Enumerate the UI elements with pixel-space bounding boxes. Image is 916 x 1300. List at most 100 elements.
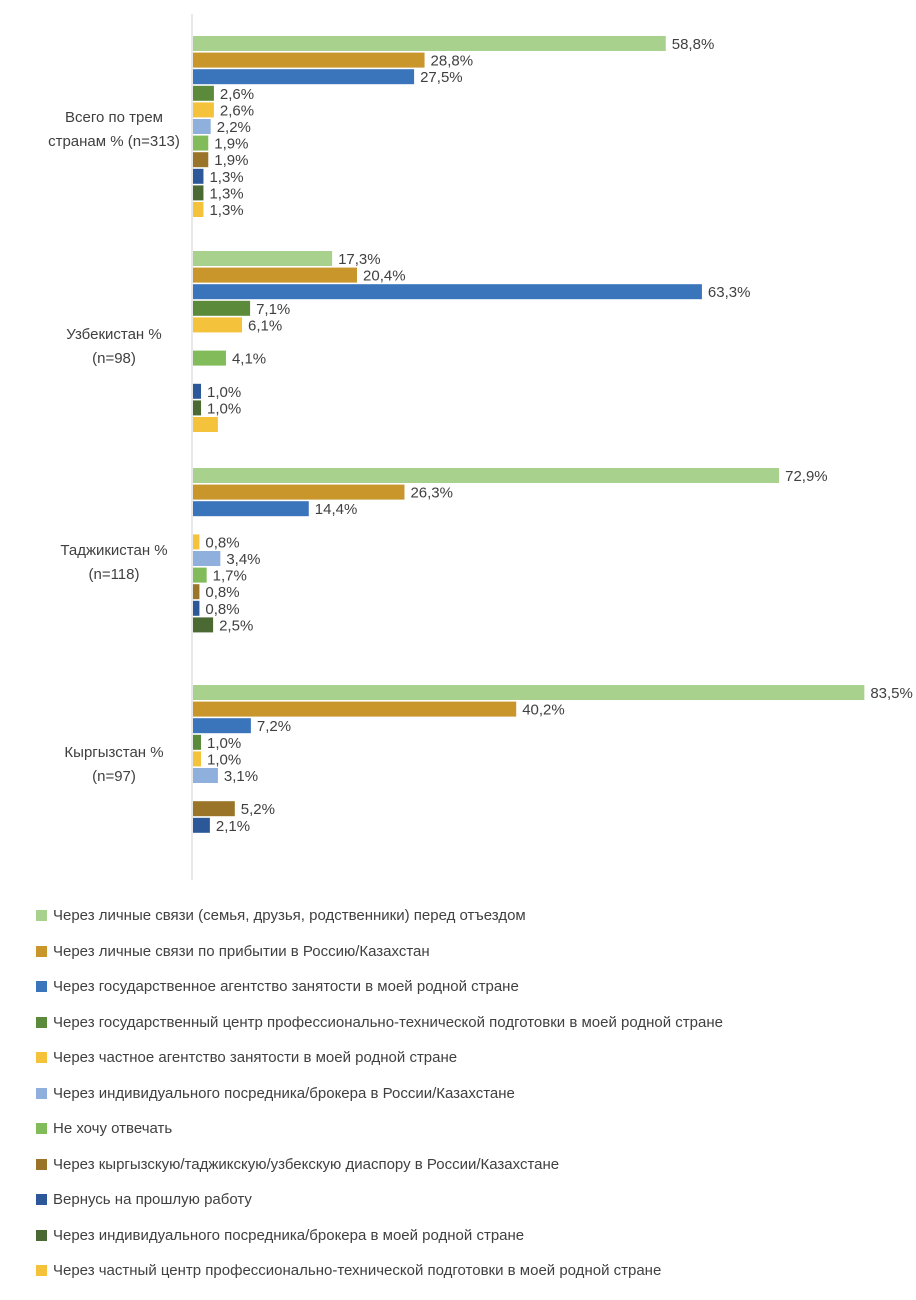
data-label: 20,4% <box>363 268 406 285</box>
legend-label: Вернусь на прошлую работу <box>53 1191 252 1209</box>
legend-item: Через частный центр профессионально-техн… <box>36 1253 906 1289</box>
bar <box>193 551 221 566</box>
bar <box>193 317 243 333</box>
legend-label: Через индивидуального посредника/брокера… <box>53 1084 515 1102</box>
data-label: 1,9% <box>214 136 248 153</box>
legend-swatch <box>36 1265 47 1277</box>
legend-item: Через индивидуального посредника/брокера… <box>36 1218 906 1254</box>
legend-label: Через частное агентство занятости в моей… <box>53 1049 458 1067</box>
data-label: 5,2% <box>241 801 275 818</box>
legend-swatch <box>36 1052 47 1064</box>
bar <box>193 600 200 616</box>
bar <box>193 119 211 134</box>
legend-swatch <box>36 945 47 957</box>
legend-item: Через частное агентство занятости в моей… <box>36 1040 906 1076</box>
legend-item: Не хочу отвечать <box>36 1111 906 1147</box>
data-label: 2,2% <box>217 119 251 136</box>
bar <box>193 584 200 600</box>
data-label: 2,5% <box>219 617 253 634</box>
legend-item: Через личные связи по прибытии в Россию/… <box>36 934 906 970</box>
data-label: 17,3% <box>338 251 381 268</box>
data-label: 1,0% <box>207 751 241 768</box>
data-label: 0,8% <box>205 534 239 551</box>
legend-label: Через личные связи (семья, друзья, родст… <box>53 907 526 925</box>
data-label: 40,2% <box>522 702 565 719</box>
legend-label: Через кыргызскую/таджикскую/узбекскую ди… <box>53 1155 560 1173</box>
bar <box>193 718 251 734</box>
data-label: 83,5% <box>870 685 913 702</box>
bar <box>193 36 666 51</box>
legend-item: Вернусь на прошлую работу <box>36 1182 906 1218</box>
bar <box>193 400 202 416</box>
data-label: 0,8% <box>205 584 239 601</box>
bar <box>193 85 214 101</box>
bar <box>193 284 702 300</box>
legend-swatch <box>36 1229 47 1241</box>
bar <box>193 202 204 217</box>
data-label: 27,5% <box>420 69 463 86</box>
chart-legend: Через личные связи (семья, друзья, родст… <box>36 898 906 1289</box>
data-label: 1,9% <box>214 152 248 169</box>
legend-item: Через государственное агентство занятост… <box>36 969 906 1005</box>
bar <box>193 52 425 68</box>
group-label: Кыргызстан % (n=97) <box>64 744 163 785</box>
legend-item: Через государственный центр профессионал… <box>36 1005 906 1041</box>
data-label: 28,8% <box>431 53 474 70</box>
bar <box>193 768 218 783</box>
legend-label: Через государственное агентство занятост… <box>53 978 519 996</box>
data-label: 2,6% <box>220 102 254 119</box>
legend-label: Через личные связи по прибытии в Россию/… <box>53 942 430 960</box>
legend-swatch <box>36 910 47 922</box>
data-label: 26,3% <box>410 485 453 502</box>
group-label: Узбекистан % (n=98) <box>66 326 161 367</box>
data-label: 4,1% <box>232 351 266 368</box>
data-label: 1,0% <box>207 735 241 752</box>
bar <box>193 152 209 168</box>
bar <box>193 567 207 583</box>
legend-swatch <box>36 1123 47 1135</box>
data-label: 1,7% <box>213 568 247 585</box>
legend-label: Не хочу отвечать <box>53 1120 173 1138</box>
data-label: 3,1% <box>224 768 258 785</box>
data-label: 1,0% <box>207 400 241 417</box>
data-label: 7,1% <box>256 301 290 318</box>
legend-label: Через государственный центр профессионал… <box>53 1013 723 1031</box>
bar <box>193 350 226 366</box>
bar <box>193 501 309 517</box>
data-label: 1,3% <box>209 169 243 186</box>
bar <box>193 685 865 700</box>
bar <box>193 383 202 399</box>
legend-swatch <box>36 1194 47 1206</box>
bar <box>193 168 204 184</box>
data-label: 14,4% <box>315 501 358 518</box>
legend-label: Через частный центр профессионально-техн… <box>53 1262 662 1280</box>
bar <box>193 484 405 500</box>
bar <box>193 102 214 118</box>
data-label: 2,1% <box>216 818 250 835</box>
bar <box>193 801 235 817</box>
bar <box>193 534 200 550</box>
data-label: 1,0% <box>207 384 241 401</box>
legend-swatch <box>36 1087 47 1099</box>
bar <box>193 734 202 750</box>
bar <box>193 69 415 85</box>
legend-swatch <box>36 1016 47 1028</box>
data-label: 7,2% <box>257 718 291 735</box>
data-label: 6,1% <box>248 317 282 334</box>
legend-swatch <box>36 981 47 993</box>
data-label: 63,3% <box>708 284 751 301</box>
bar-chart: Всего по трем странам % (n=313) 58,8% 28,8%… <box>48 14 913 880</box>
legend-item: Через индивидуального посредника/брокера… <box>36 1076 906 1112</box>
bar <box>193 701 517 717</box>
bar <box>193 751 202 767</box>
bar <box>193 417 218 432</box>
legend-label: Через индивидуального посредника/брокера… <box>53 1226 525 1244</box>
bar <box>193 267 358 283</box>
data-label: 3,4% <box>226 551 260 568</box>
legend-item: Через кыргызскую/таджикскую/узбекскую ди… <box>36 1147 906 1183</box>
group-label: Таджикистан % (n=118) <box>60 542 167 583</box>
data-label: 0,8% <box>205 601 239 618</box>
bar <box>193 617 214 633</box>
data-label: 2,6% <box>220 86 254 103</box>
group-label: Всего по трем странам % (n=313) <box>48 109 180 150</box>
